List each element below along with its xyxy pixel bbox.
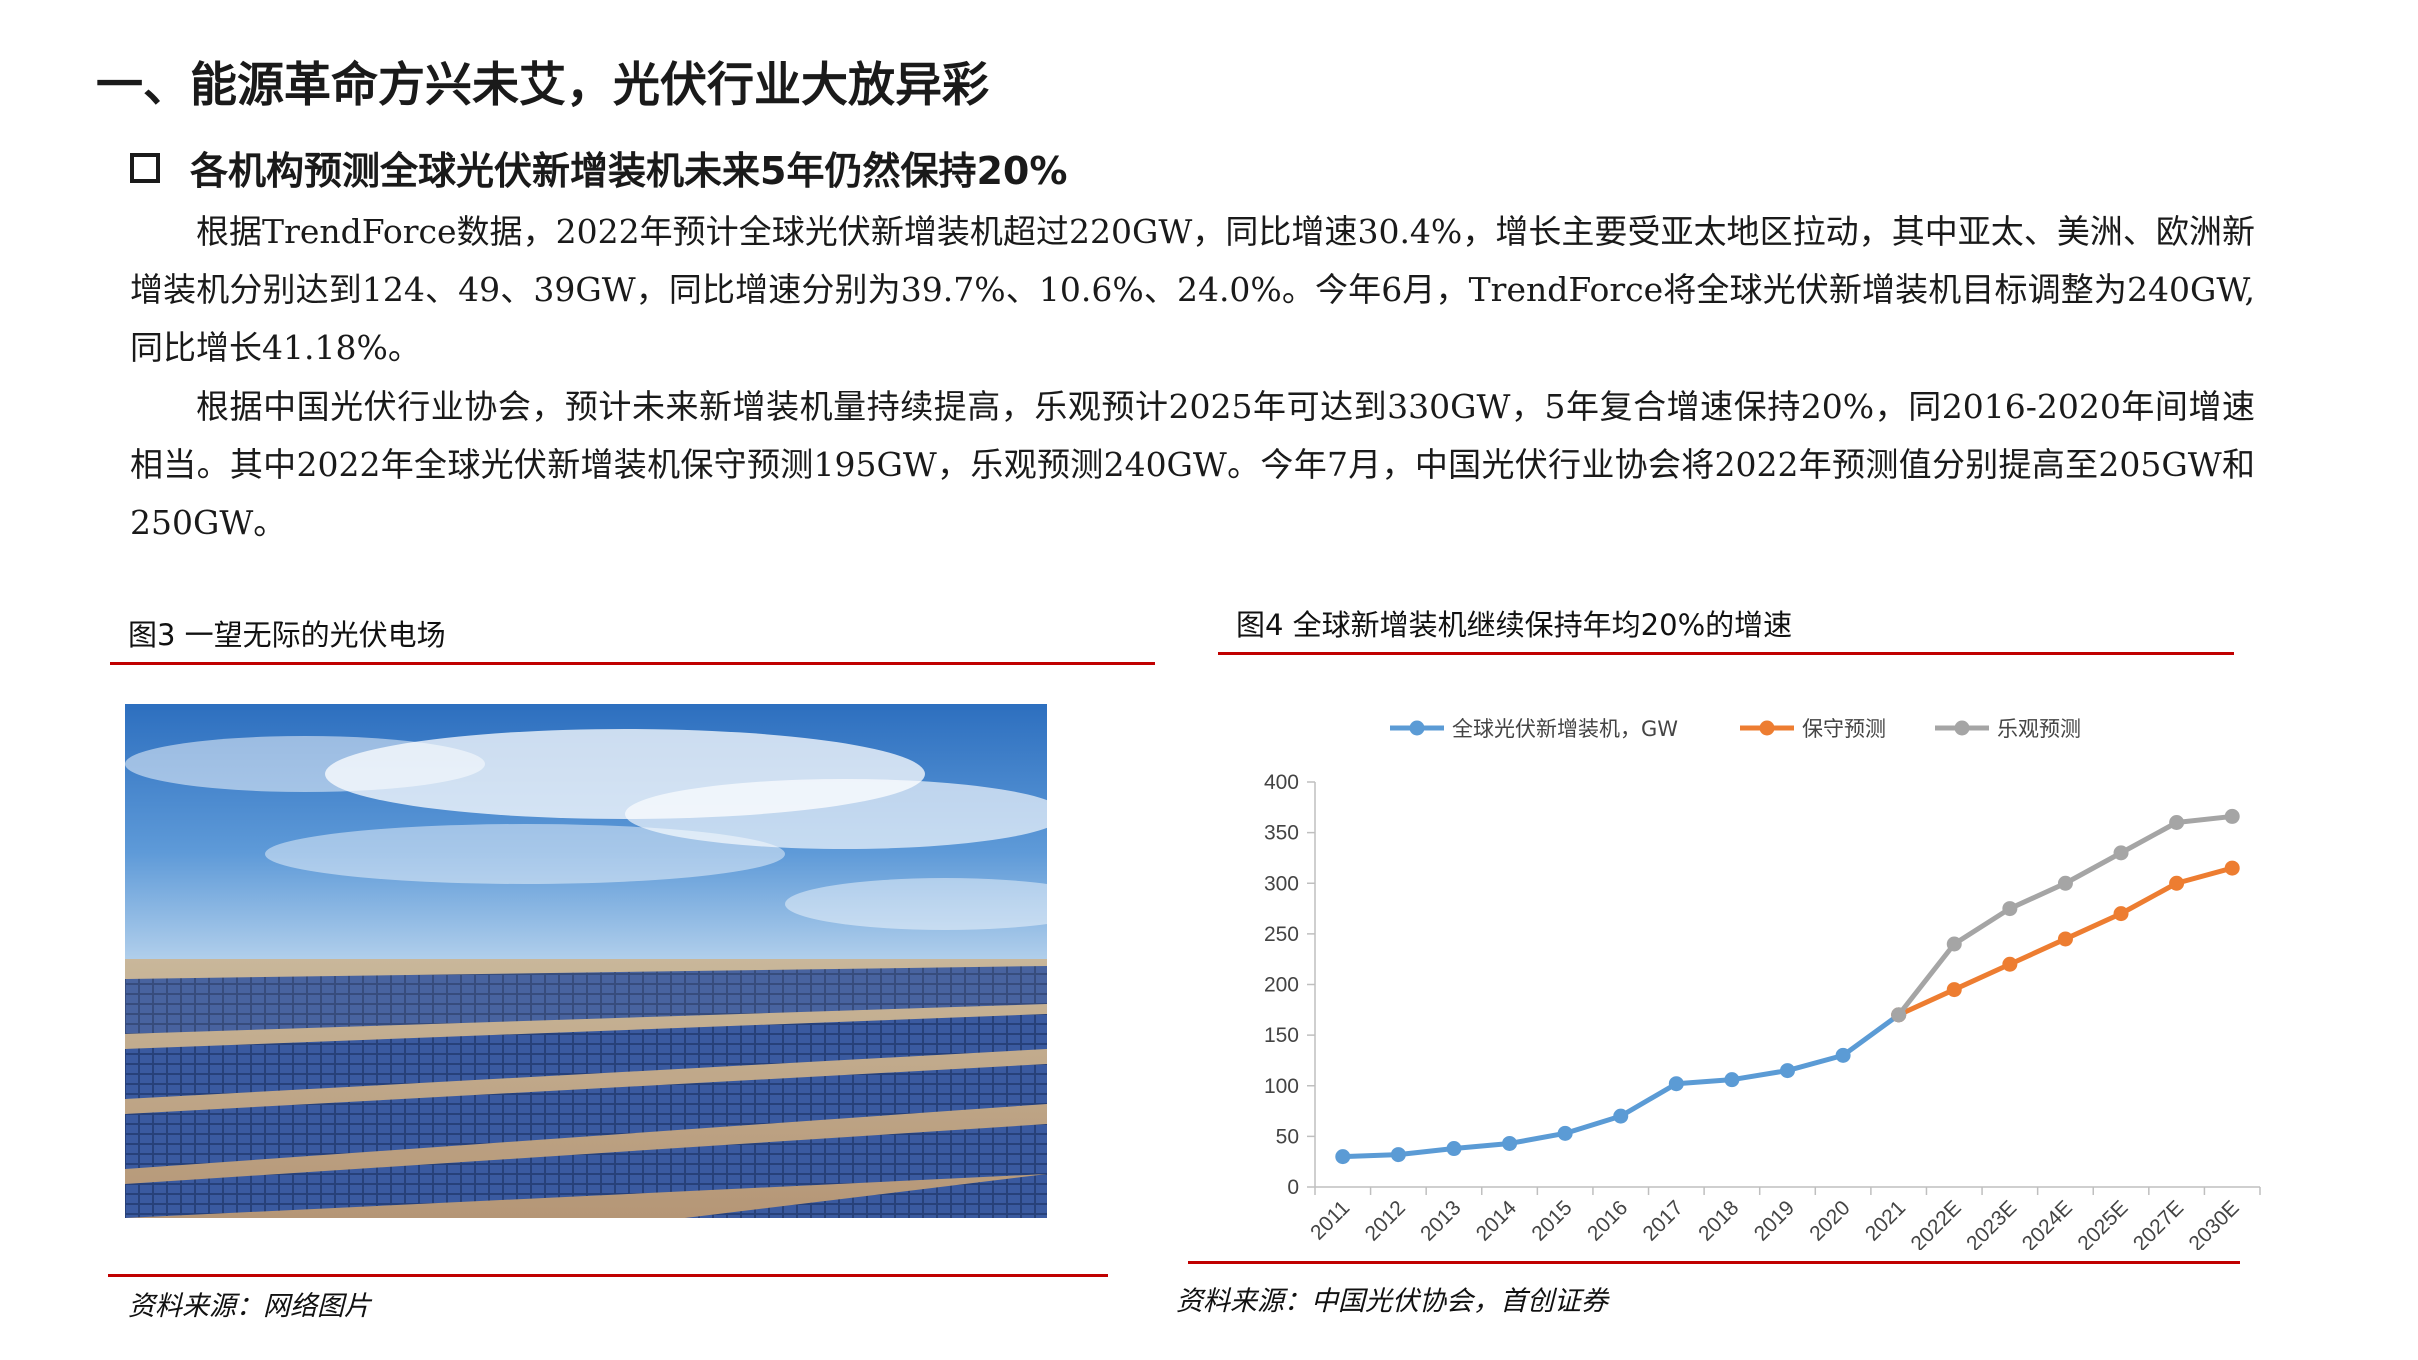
y-tick-label: 200 [1264, 974, 1299, 997]
data-point-series-3 [2002, 901, 2018, 917]
solar-farm-photo [125, 704, 1047, 1218]
y-tick-label: 250 [1264, 923, 1299, 946]
series-line-1 [1342, 1012, 1901, 1160]
data-point-series-1 [1780, 1063, 1795, 1079]
data-point-series-2 [2224, 860, 2240, 876]
paragraph-trendforce: 根据TrendForce数据，2022年预计全球光伏新增装机超过220GW，同比… [130, 212, 2255, 367]
data-point-series-1 [1724, 1072, 1740, 1088]
page-title: 一、能源革命方兴未艾，光伏行业大放异彩 [96, 58, 989, 113]
data-point-series-3 [2169, 815, 2185, 830]
data-point-series-1 [1390, 1147, 1406, 1163]
y-tick-label: 50 [1276, 1125, 1299, 1148]
x-tick-label: 2021 [1861, 1196, 1910, 1245]
figure3-caption: 图3 一望无际的光伏电场 [128, 618, 446, 652]
figure3-top-rule [110, 662, 1155, 665]
installations-line-chart: 0 50 100 150 200 250 300 350 400 2011 2012 2013 2014… [1264, 717, 2261, 1250]
y-tick-label: 0 [1287, 1176, 1299, 1199]
figure4-source: 资料来源：中国光伏协会，首创证券 [1176, 1286, 1608, 1317]
figure3-bottom-rule [108, 1274, 1108, 1277]
x-tick-label: 2024E [2018, 1196, 2077, 1250]
x-tick-label: 2014 [1472, 1196, 1522, 1246]
figure4-caption: 图4 全球新增装机继续保持年均20%的增速 [1236, 608, 1793, 642]
legend-label: 全球光伏新增装机，GW [1452, 717, 1678, 741]
x-tick-label: 2022E [1907, 1196, 1966, 1250]
x-tick-label: 2023E [1962, 1196, 2021, 1250]
legend-swatch-marker [1759, 720, 1775, 736]
x-tick-label: 2019 [1750, 1196, 1799, 1245]
data-point-series-3 [1946, 936, 1962, 952]
figure3-source: 资料来源：网络图片 [128, 1291, 371, 1322]
data-point-series-1 [1668, 1076, 1684, 1092]
data-point-series-2 [2169, 875, 2185, 891]
data-point-series-1 [1502, 1135, 1518, 1151]
section-heading: 各机构预测全球光伏新增装机未来5年仍然保持20% [130, 140, 1067, 195]
x-tick-label: 2030E [2185, 1196, 2244, 1250]
x-tick-label: 2025E [2073, 1196, 2132, 1250]
y-tick-label: 400 [1264, 771, 1299, 794]
x-tick-label: 2016 [1583, 1196, 1632, 1245]
x-tick-label: 2017 [1639, 1196, 1688, 1245]
figure4-top-rule [1218, 652, 2234, 655]
data-point-series-1 [1835, 1047, 1851, 1063]
data-point-series-1 [1335, 1149, 1351, 1165]
data-point-series-2 [1946, 982, 1962, 998]
data-point-series-2 [2113, 906, 2129, 922]
x-tick-label: 2027E [2129, 1196, 2188, 1250]
x-tick-label: 2013 [1416, 1196, 1465, 1245]
paragraph-cpia: 根据中国光伏行业协会，预计未来新增装机量持续提高，乐观预计2025年可达到330… [130, 387, 2255, 542]
x-tick-label: 2018 [1694, 1196, 1743, 1245]
y-tick-label: 350 [1264, 822, 1299, 845]
legend-swatch-marker [1409, 720, 1425, 736]
section-heading-text: 各机构预测全球光伏新增装机未来5年仍然保持20% [190, 149, 1068, 193]
data-point-series-3 [2224, 808, 2240, 824]
x-tick-label: 2015 [1527, 1196, 1576, 1245]
legend-label: 保守预测 [1802, 717, 1886, 741]
legend-swatch-marker [1954, 720, 1970, 736]
data-point-series-3 [2113, 845, 2129, 861]
x-tick-label: 2011 [1306, 1196, 1354, 1244]
data-point-series-2 [2057, 931, 2073, 947]
data-point-series-3 [2057, 875, 2073, 891]
x-tick-label: 2020 [1805, 1196, 1854, 1245]
x-tick-label: 2012 [1361, 1196, 1410, 1245]
y-tick-label: 100 [1264, 1075, 1299, 1098]
data-point-series-1 [1446, 1141, 1462, 1157]
figure4-bottom-rule [1188, 1261, 2240, 1264]
y-tick-label: 150 [1264, 1024, 1299, 1047]
data-point-series-1 [1557, 1125, 1573, 1141]
checkbox-square-icon [130, 152, 160, 183]
legend-label: 乐观预测 [1997, 717, 2081, 741]
data-point-series-3 [1891, 1007, 1907, 1023]
y-tick-label: 300 [1264, 872, 1299, 895]
data-point-series-1 [1613, 1108, 1629, 1124]
data-point-series-2 [2002, 956, 2018, 972]
